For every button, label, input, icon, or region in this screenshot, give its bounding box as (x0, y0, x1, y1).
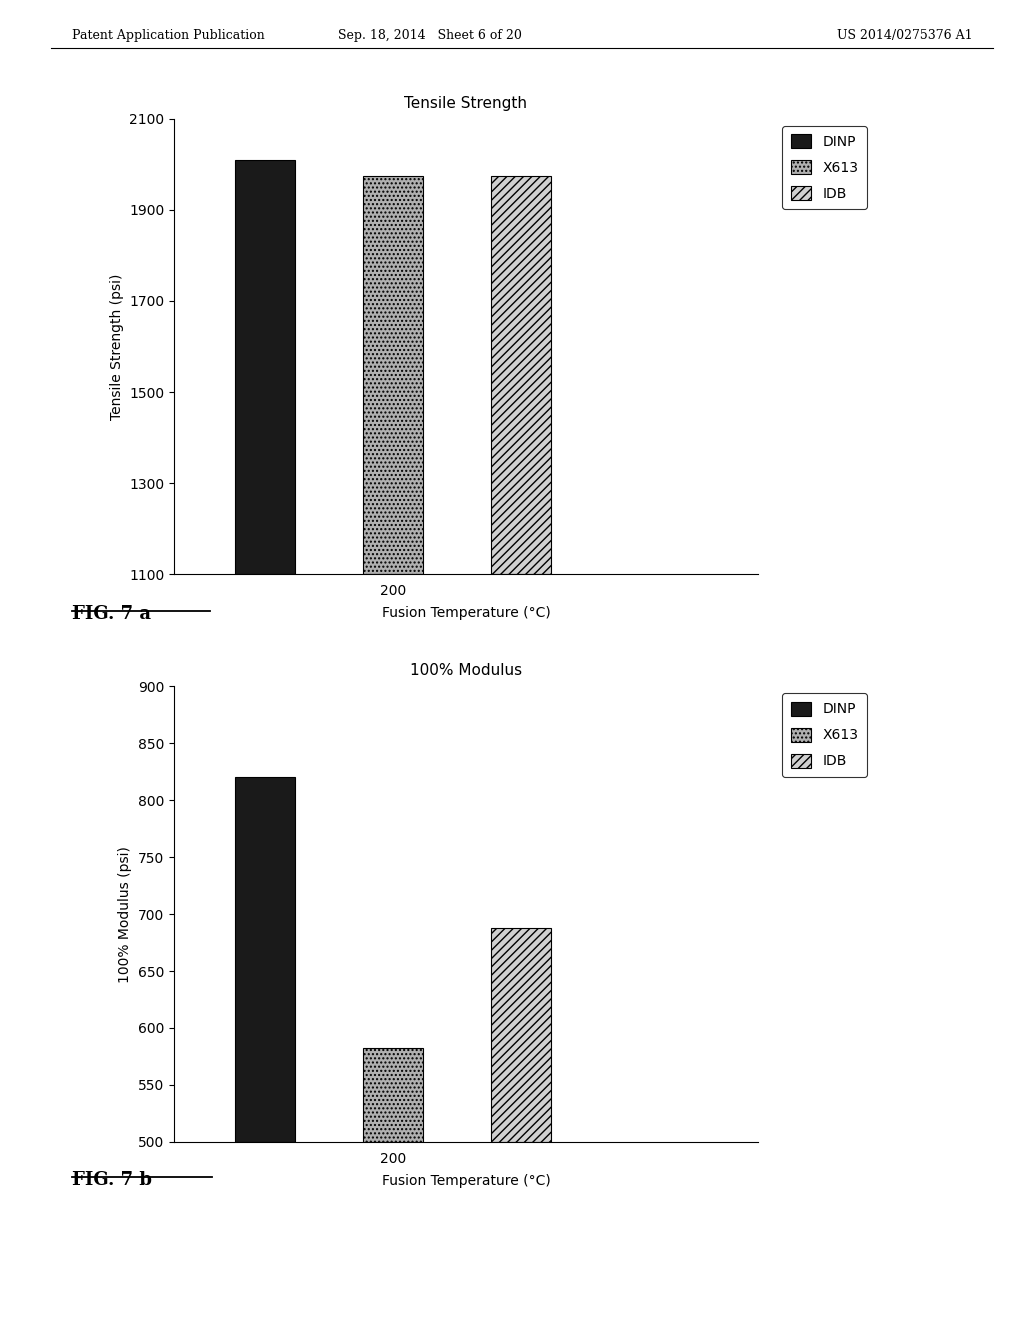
Legend: DINP, X613, IDB: DINP, X613, IDB (782, 693, 867, 776)
Text: Patent Application Publication: Patent Application Publication (72, 29, 264, 42)
Text: US 2014/0275376 A1: US 2014/0275376 A1 (838, 29, 973, 42)
X-axis label: Fusion Temperature (°C): Fusion Temperature (°C) (382, 606, 550, 620)
Text: FIG. 7 b: FIG. 7 b (72, 1171, 152, 1189)
Y-axis label: 100% Modulus (psi): 100% Modulus (psi) (119, 846, 132, 982)
Text: FIG. 7 a: FIG. 7 a (72, 605, 151, 623)
Bar (362, 176, 423, 574)
Bar (236, 160, 295, 574)
Bar (490, 176, 551, 574)
Title: Tensile Strength: Tensile Strength (404, 95, 527, 111)
Bar (362, 1048, 423, 1142)
Bar (236, 777, 295, 1142)
Y-axis label: Tensile Strength (psi): Tensile Strength (psi) (110, 273, 124, 420)
X-axis label: Fusion Temperature (°C): Fusion Temperature (°C) (382, 1173, 550, 1188)
Bar (490, 928, 551, 1142)
Text: Sep. 18, 2014   Sheet 6 of 20: Sep. 18, 2014 Sheet 6 of 20 (338, 29, 522, 42)
Legend: DINP, X613, IDB: DINP, X613, IDB (782, 125, 867, 209)
Title: 100% Modulus: 100% Modulus (410, 663, 522, 678)
